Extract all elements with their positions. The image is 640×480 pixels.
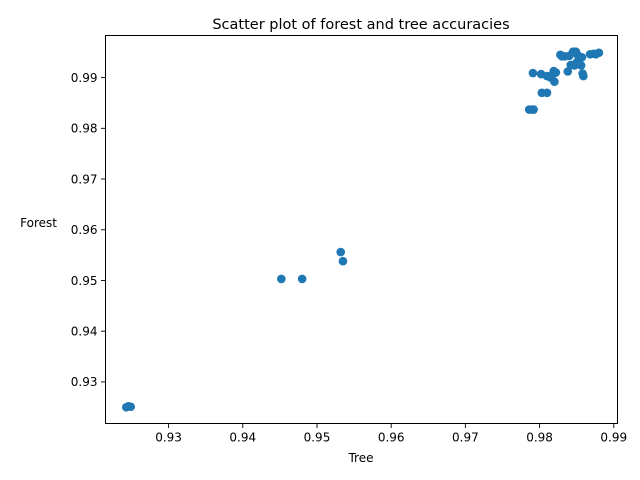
data-point <box>542 88 552 98</box>
x-tick-label: 0.97 <box>452 431 479 445</box>
x-tick-label: 0.96 <box>378 431 405 445</box>
x-tick-label: 0.98 <box>526 431 553 445</box>
y-tick-label: 0.93 <box>71 375 98 389</box>
x-tick-label: 0.99 <box>600 431 627 445</box>
x-axis: 0.93 0.94 0.95 0.96 0.97 0.98 0.99 <box>155 423 627 445</box>
data-point <box>297 274 307 284</box>
data-point <box>594 48 604 58</box>
y-axis-label: Forest <box>20 216 57 230</box>
y-axis: 0.93 0.94 0.95 0.96 0.97 0.98 0.99 <box>71 71 106 389</box>
chart-title: Scatter plot of forest and tree accuraci… <box>212 17 509 33</box>
x-tick-label: 0.95 <box>304 431 331 445</box>
x-tick-label: 0.94 <box>229 431 256 445</box>
y-tick-label: 0.96 <box>71 223 98 237</box>
y-tick-label: 0.95 <box>71 274 98 288</box>
plot-area <box>121 47 604 412</box>
y-tick-label: 0.99 <box>71 71 98 85</box>
data-point <box>529 105 538 114</box>
data-point <box>338 256 348 266</box>
data-point <box>579 71 588 81</box>
y-tick-label: 0.97 <box>71 172 98 186</box>
data-point <box>576 61 586 70</box>
data-point <box>551 68 561 77</box>
x-tick-label: 0.93 <box>155 431 182 445</box>
y-tick-label: 0.94 <box>71 324 98 338</box>
data-point <box>277 274 286 284</box>
y-tick-label: 0.98 <box>71 122 98 136</box>
data-point <box>336 247 346 257</box>
x-axis-label: Tree <box>347 451 373 465</box>
data-point <box>563 67 573 76</box>
data-point <box>528 68 538 78</box>
data-point <box>126 402 136 412</box>
data-point <box>577 53 587 62</box>
plot-frame <box>105 35 618 424</box>
data-point <box>550 77 559 86</box>
